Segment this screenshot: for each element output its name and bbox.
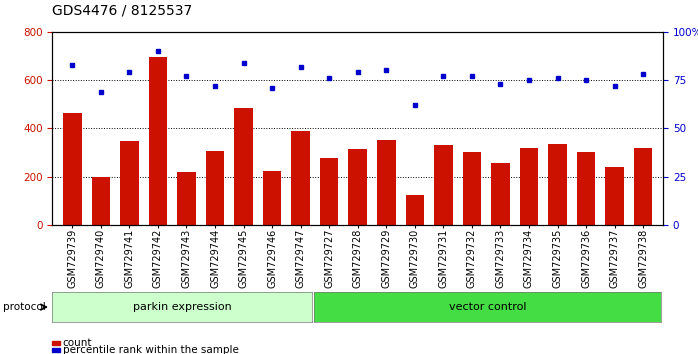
- Bar: [63, 113, 82, 225]
- Bar: [120, 141, 139, 225]
- Bar: [634, 148, 653, 225]
- Text: count: count: [63, 338, 92, 348]
- Text: GDS4476 / 8125537: GDS4476 / 8125537: [52, 4, 193, 18]
- Bar: [206, 151, 224, 225]
- Bar: [91, 177, 110, 225]
- Bar: [434, 145, 452, 225]
- Bar: [605, 167, 624, 225]
- Bar: [577, 153, 595, 225]
- Text: percentile rank within the sample: percentile rank within the sample: [63, 345, 239, 354]
- Bar: [235, 108, 253, 225]
- Bar: [291, 131, 310, 225]
- Bar: [348, 149, 367, 225]
- Bar: [548, 144, 567, 225]
- Bar: [520, 148, 538, 225]
- Bar: [463, 153, 481, 225]
- Text: vector control: vector control: [449, 302, 526, 312]
- Text: parkin expression: parkin expression: [133, 302, 232, 312]
- Text: protocol: protocol: [3, 302, 46, 312]
- Bar: [263, 171, 281, 225]
- Bar: [491, 163, 510, 225]
- Bar: [406, 195, 424, 225]
- Bar: [320, 159, 339, 225]
- Bar: [177, 172, 195, 225]
- Bar: [149, 57, 168, 225]
- Bar: [377, 141, 396, 225]
